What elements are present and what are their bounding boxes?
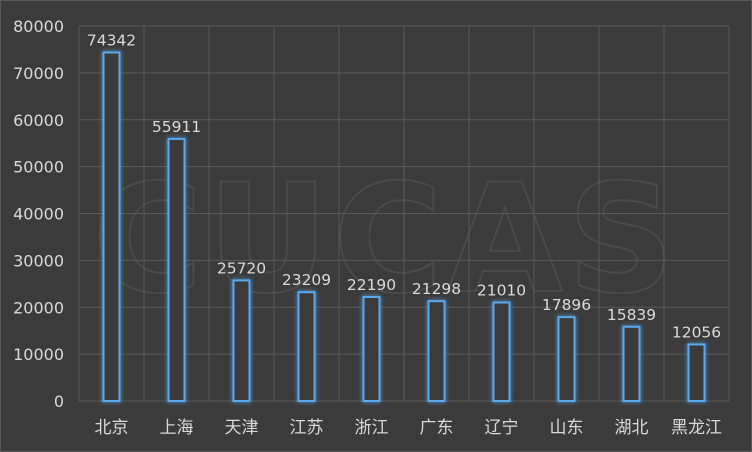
x-tick-label: 浙江 bbox=[355, 418, 389, 438]
bars bbox=[102, 51, 706, 403]
bar bbox=[297, 291, 316, 403]
y-tick-label: 50000 bbox=[13, 158, 64, 177]
y-tick-label: 60000 bbox=[13, 111, 64, 130]
y-tick-label: 40000 bbox=[13, 205, 64, 224]
x-tick-label: 天津 bbox=[225, 418, 259, 438]
bar bbox=[427, 300, 446, 402]
x-tick-label: 黑龙江 bbox=[671, 418, 722, 438]
bar bbox=[622, 325, 641, 403]
x-tick-label: 江苏 bbox=[290, 418, 324, 438]
x-tick-label: 湖北 bbox=[615, 418, 649, 438]
y-tick-label: 10000 bbox=[13, 345, 64, 364]
data-label: 25720 bbox=[217, 259, 266, 277]
bar bbox=[232, 279, 251, 402]
y-tick-label: 80000 bbox=[13, 17, 64, 36]
grid-layer bbox=[78, 25, 730, 402]
watermark: CUCAS bbox=[93, 153, 679, 327]
y-tick-label: 20000 bbox=[13, 298, 64, 317]
data-label: 23209 bbox=[282, 271, 331, 289]
data-label: 17896 bbox=[542, 296, 591, 314]
y-tick-label: 30000 bbox=[13, 251, 64, 270]
data-label: 74342 bbox=[87, 32, 136, 50]
bar bbox=[167, 137, 186, 403]
data-labels: 74342 55911 25720 23209 22190 21298 21010 17896… bbox=[87, 32, 721, 342]
y-axis: 0 10000 20000 30000 40000 50000 60000 70000 8000… bbox=[13, 17, 64, 411]
y-tick-label: 0 bbox=[54, 392, 64, 411]
x-tick-label: 北京 bbox=[95, 418, 129, 438]
x-tick-label: 上海 bbox=[160, 418, 194, 438]
bar bbox=[102, 51, 121, 402]
data-label: 21010 bbox=[477, 282, 526, 300]
y-tick-label: 70000 bbox=[13, 64, 64, 83]
x-axis: 北京 上海 天津 江苏 浙江 广东 辽宁 山东 湖北 黑龙江 bbox=[95, 418, 723, 438]
data-label: 12056 bbox=[672, 323, 721, 341]
bar bbox=[492, 301, 511, 402]
data-label: 55911 bbox=[152, 118, 201, 136]
data-label: 15839 bbox=[607, 306, 656, 324]
x-tick-label: 山东 bbox=[550, 418, 584, 438]
x-tick-label: 广东 bbox=[420, 418, 454, 438]
bar bbox=[362, 295, 381, 402]
data-label: 22190 bbox=[347, 276, 396, 294]
x-tick-label: 辽宁 bbox=[485, 418, 519, 438]
bar bbox=[687, 343, 706, 402]
data-label: 21298 bbox=[412, 280, 461, 298]
bar bbox=[557, 316, 576, 402]
